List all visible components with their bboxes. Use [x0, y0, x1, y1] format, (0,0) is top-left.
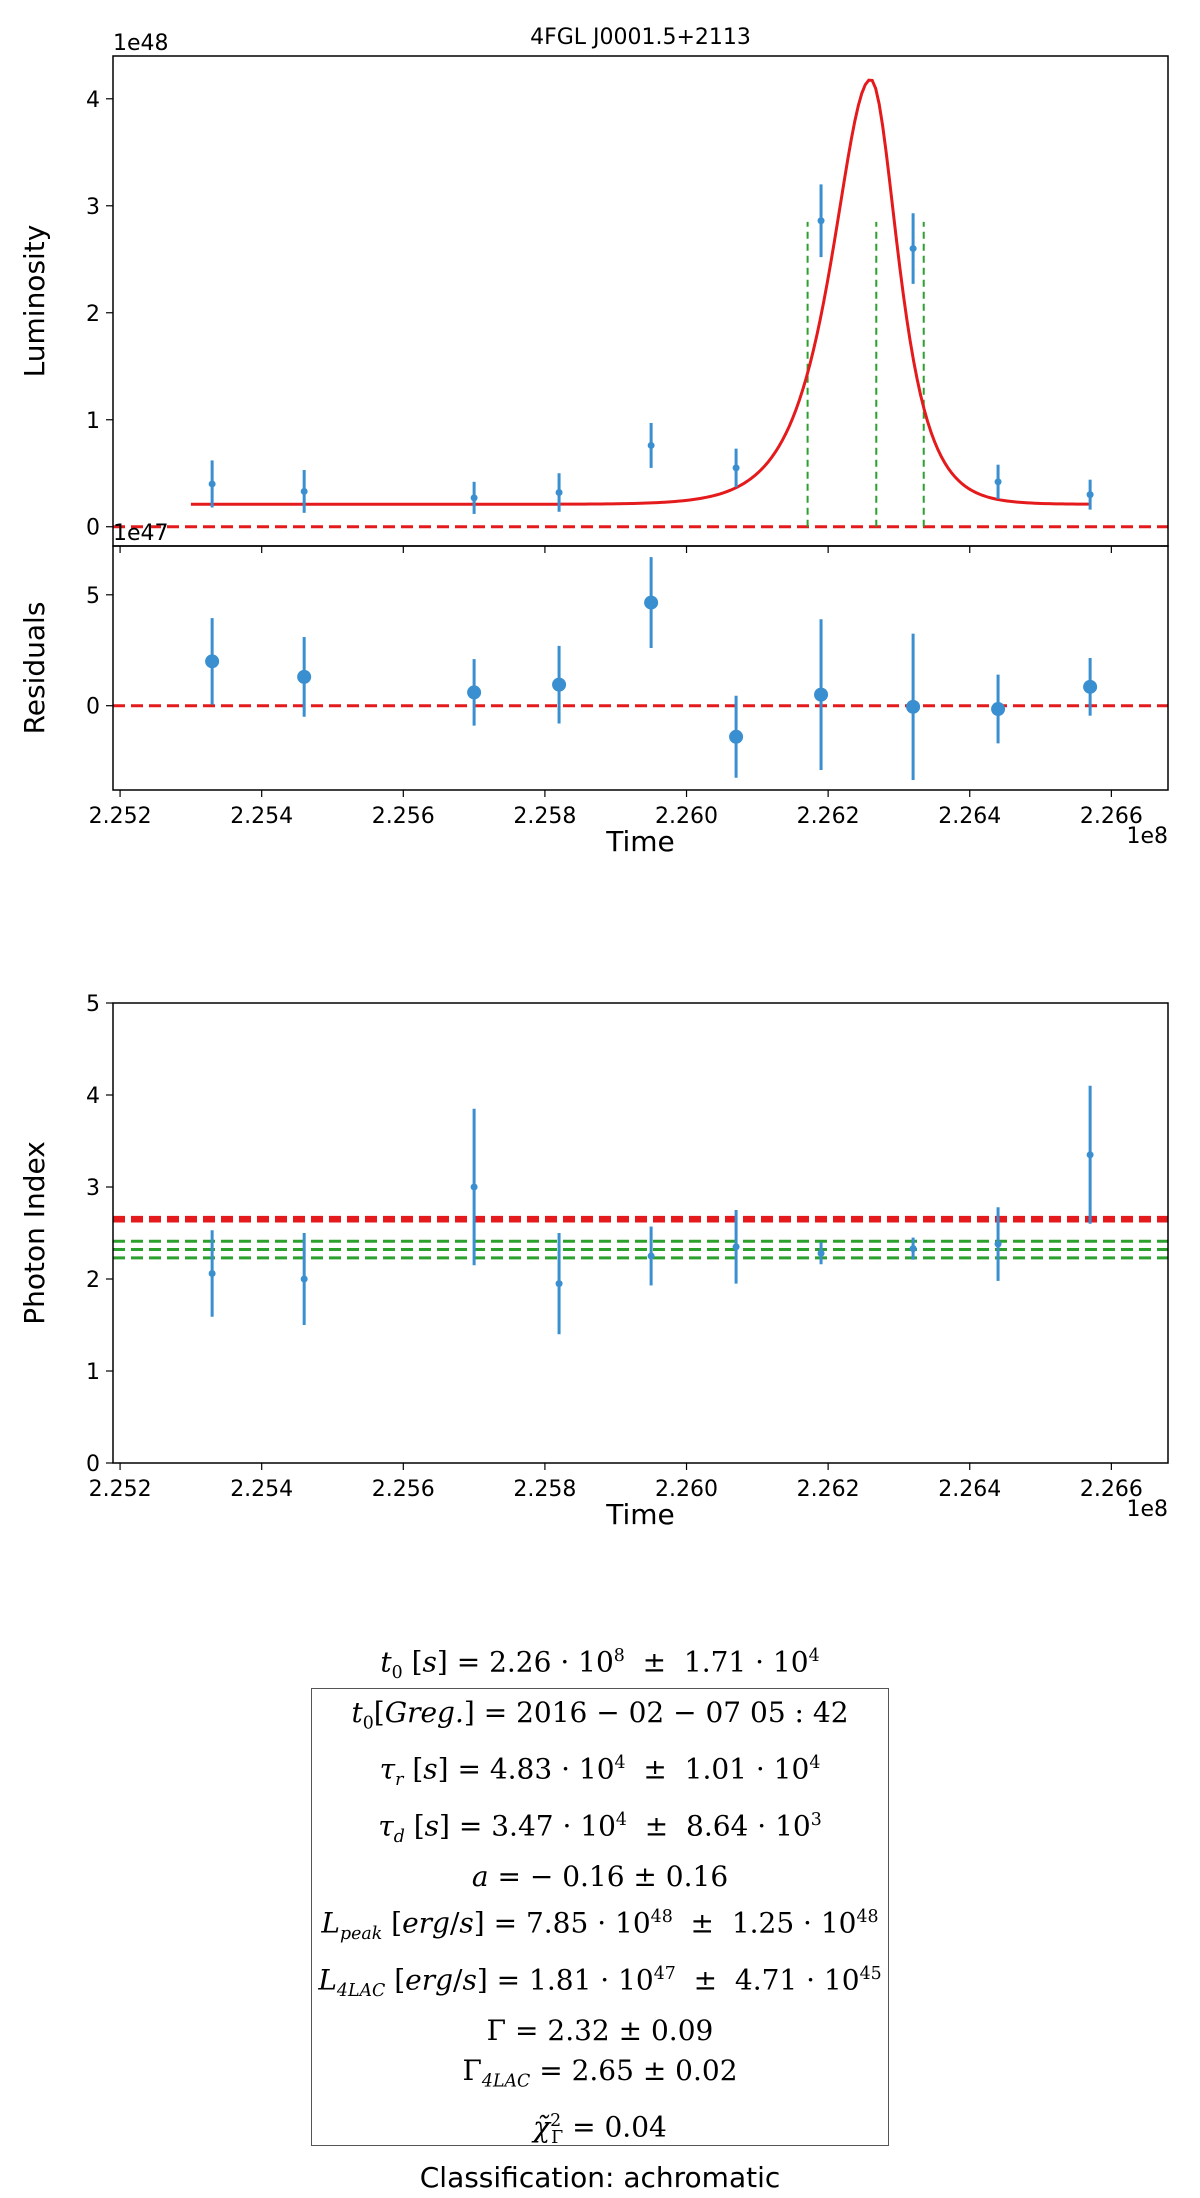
x-tick-label: 2.252	[89, 804, 152, 829]
axes-frame	[112, 55, 1169, 547]
data-point	[1086, 1151, 1094, 1159]
y-scale-label: 1e47	[113, 521, 169, 546]
data-point	[552, 677, 567, 692]
data-point	[1086, 491, 1094, 499]
data-point	[555, 1280, 563, 1288]
data-point	[470, 494, 478, 502]
x-tick-label: 2.262	[797, 804, 860, 829]
data-point	[1083, 679, 1098, 694]
y-tick-label: 4	[86, 1084, 100, 1109]
fit-results-box: t0 [s] = 2.26 · 108 ± 1.71 · 104 t0[Greg…	[311, 1645, 889, 2194]
y-axis-label: Photon Index	[18, 1141, 51, 1325]
x-axis-label: Time	[605, 1498, 675, 1531]
x-tick-label: 2.266	[1080, 1477, 1143, 1502]
y-tick-label: 0	[86, 516, 100, 541]
data-point	[647, 441, 655, 449]
y-tick-label: 2	[86, 302, 100, 327]
x-tick-label: 2.252	[89, 1477, 152, 1502]
x-axis-label: Time	[605, 825, 675, 858]
lpeak-line: Lpeak [erg/s] = 7.85 · 1048 ± 1.25 · 104…	[321, 1906, 879, 1944]
y-tick-label: 1	[86, 1360, 100, 1385]
y-tick-label: 0	[86, 695, 100, 720]
x-tick-label: 2.262	[797, 1477, 860, 1502]
x-tick-label: 2.266	[1080, 804, 1143, 829]
y-axis-label: Residuals	[18, 602, 51, 735]
data-point	[555, 489, 563, 497]
axes-frame	[112, 1002, 1169, 1464]
chart-title: 4FGL J0001.5+2113	[530, 25, 751, 50]
x-tick-label: 2.254	[230, 1477, 293, 1502]
y-tick-label: 1	[86, 409, 100, 434]
axes-frame	[112, 545, 1169, 791]
data-point	[817, 217, 825, 225]
t0-line: t0 [s] = 2.26 · 108 ± 1.71 · 104	[380, 1644, 820, 1683]
x-tick-label: 2.256	[372, 804, 435, 829]
tau-r-line: τr [s] = 4.83 · 104 ± 1.01 · 104	[379, 1752, 821, 1791]
data-point	[297, 669, 312, 684]
data-point	[732, 464, 740, 472]
gamma-4lac-line: Γ4LAC = 2.65 ± 0.02	[462, 2053, 738, 2092]
x-tick-label: 2.256	[372, 1477, 435, 1502]
data-point	[205, 654, 220, 669]
data-point	[994, 478, 1002, 486]
y-tick-label: 4	[86, 88, 100, 113]
photon-index-panel: 0 1 2 3 4 5 2.252 2.254 2.256 2.258 2.260 2.262 2.26…	[18, 992, 1169, 1531]
data-point	[909, 1245, 917, 1253]
gamma-line: Γ = 2.32 ± 0.09	[486, 2013, 714, 2047]
data-point	[732, 1243, 740, 1251]
y-tick-label: 5	[86, 584, 100, 609]
y-tick-label: 2	[86, 1268, 100, 1293]
data-point	[300, 1275, 308, 1283]
data-point	[906, 699, 921, 714]
x-tick-label: 2.264	[938, 1477, 1001, 1502]
x-tick-label: 2.260	[655, 804, 718, 829]
x-scale-label: 1e8	[1126, 1497, 1168, 1522]
data-point	[729, 729, 744, 744]
y-tick-label: 5	[86, 992, 100, 1017]
data-point	[817, 1249, 825, 1257]
classification-line: Classification: achromatic	[419, 2161, 781, 2195]
data-point	[208, 480, 216, 488]
a-line: a = − 0.16 ± 0.16	[471, 1860, 729, 1893]
y-tick-label: 0	[86, 1452, 100, 1477]
data-point	[467, 685, 482, 700]
data-point	[814, 687, 829, 702]
x-tick-label: 2.254	[230, 804, 293, 829]
data-point	[994, 1240, 1002, 1248]
l4lac-line: L4LAC [erg/s] = 1.81 · 1047 ± 4.71 · 104…	[318, 1963, 882, 2001]
t0-greg-line: t0[Greg.] = 2016 − 02 − 07 05 : 42	[351, 1695, 849, 1734]
residuals-panel: 0 5 2.252 2.254 2.256 2.258 2.260 2.262 2.264 2.2…	[18, 521, 1169, 858]
data-point	[644, 595, 659, 610]
luminosity-panel: 0 1 2 3 4 Luminosity 1e48 4FGL J0001.5+2113	[18, 25, 1169, 553]
data-point	[991, 702, 1006, 717]
data-point	[647, 1252, 655, 1260]
figure: 0 1 2 3 4 Luminosity 1e48 4FGL J0001.5+2113 0 5 2…	[18, 25, 1169, 1531]
x-scale-label: 1e8	[1126, 824, 1168, 849]
data-point	[208, 1269, 216, 1277]
tau-d-line: τd [s] = 3.47 · 104 ± 8.64 · 103	[378, 1809, 822, 1847]
x-tick-label: 2.260	[655, 1477, 718, 1502]
data-point	[909, 245, 917, 253]
y-axis-label: Luminosity	[18, 225, 51, 378]
data-point	[470, 1183, 478, 1191]
data-point	[300, 487, 308, 495]
x-tick-label: 2.258	[513, 804, 576, 829]
chi2-line: χ̃2Γ = 0.04	[533, 2110, 667, 2149]
x-tick-label: 2.258	[513, 1477, 576, 1502]
x-tick-label: 2.264	[938, 804, 1001, 829]
model-curve	[190, 78, 1091, 506]
y-tick-label: 3	[86, 195, 100, 220]
y-scale-label: 1e48	[113, 31, 169, 56]
y-tick-label: 3	[86, 1176, 100, 1201]
